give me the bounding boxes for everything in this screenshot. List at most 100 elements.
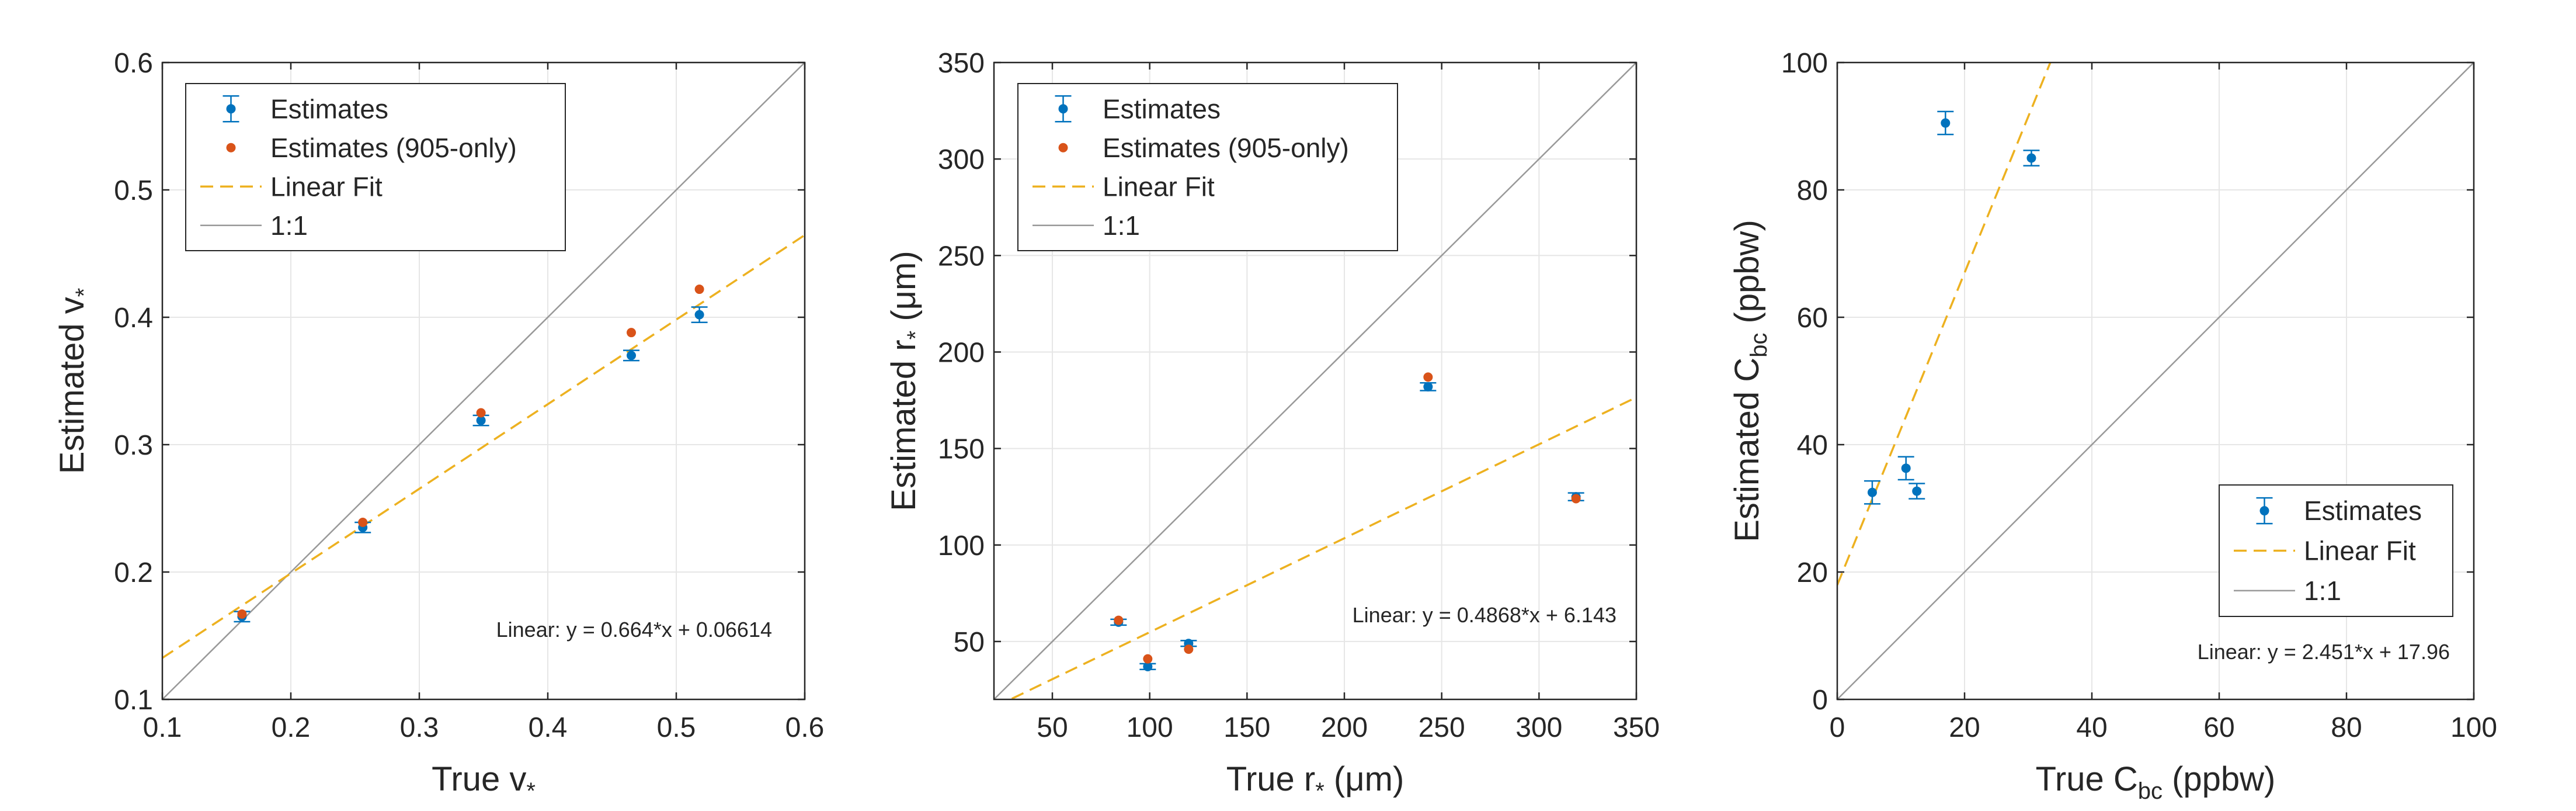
legend-entry: Linear Fit (1033, 171, 1215, 202)
data-point (1423, 382, 1433, 391)
series-1 (1864, 110, 2040, 505)
data-point (1143, 654, 1153, 664)
linear-fit-line (1837, 63, 2052, 585)
legend-entry: 1:1 (1033, 210, 1140, 241)
series-2 (1114, 372, 1581, 664)
legend: Estimates Estimates (905-only) Linear Fit 1… (185, 83, 566, 251)
chart-2: 50 100 150 200 250 300 350 50 100 150 200 250 300 350… (885, 48, 1660, 804)
series-2 (237, 285, 704, 619)
legend-label: 1:1 (2304, 576, 2341, 606)
chart-1: 0.1 0.2 0.3 0.4 0.5 0.6 0.1 0.2 0.3 0.4 0.5 0.6 True… (53, 48, 824, 804)
data-point (476, 415, 486, 425)
y-axis-label-sub: * (903, 331, 929, 340)
x-axis-label-sub: bc (2138, 778, 2163, 804)
legend-entry: Linear Fit (200, 171, 383, 202)
legend-entry: Estimates (905-only) (226, 133, 517, 163)
legend-entry: Estimates (905-only) (1058, 133, 1349, 163)
data-point (1571, 494, 1581, 504)
x-tick-label: 150 (1223, 712, 1270, 743)
x-tick-label: 60 (2203, 712, 2234, 743)
y-tick-label: 0.1 (114, 685, 153, 716)
legend-marker (226, 143, 236, 153)
x-tick-label: 0.4 (529, 712, 568, 743)
legend-box (185, 83, 566, 251)
axes-box (1836, 61, 2475, 701)
y-tick-label: 0.3 (114, 430, 153, 461)
axes-box (993, 61, 1638, 701)
legend-entry: 1:1 (2234, 576, 2341, 606)
x-tick-label: 0.6 (785, 712, 825, 743)
x-tick-label: 300 (1515, 712, 1562, 743)
legend-label: 1:1 (270, 210, 308, 241)
one-to-one-line (994, 63, 1636, 699)
legend: Estimates Linear Fit 1:1 (2219, 484, 2453, 617)
data-point (694, 285, 704, 294)
plot-content (162, 63, 805, 699)
y-axis-label: Estimated v* (53, 288, 97, 474)
y-axis-label-post: (ppbw) (1728, 220, 1766, 332)
data-point (1184, 644, 1194, 654)
fit-equation: Linear: y = 0.4868*x + 6.143 (1353, 603, 1616, 627)
legend-label: Estimates (905-only) (270, 133, 517, 163)
x-axis-label-sub: * (526, 778, 536, 804)
x-axis-label-post: (ppbw) (2163, 760, 2275, 798)
y-axis-label-sub: bc (1746, 333, 1772, 358)
plot-content (1837, 63, 2474, 699)
x-tick-label: 250 (1419, 712, 1465, 743)
data-point (627, 328, 636, 338)
data-point (1114, 615, 1124, 625)
y-tick-label: 100 (1781, 48, 1828, 79)
legend-box (1017, 83, 1398, 251)
x-axis-label: True v* (432, 760, 536, 804)
y-tick-label: 0.5 (114, 175, 153, 206)
y-axis-label-post: (μm) (885, 251, 923, 330)
x-tick-label: 0.5 (657, 712, 696, 743)
legend-marker (1058, 104, 1068, 114)
x-tick-label: 0 (1830, 712, 1845, 743)
legend-entry: Estimates (1055, 93, 1221, 124)
x-axis-label-sub: * (1315, 778, 1324, 804)
y-axis-label-main: Estimated v (53, 297, 91, 474)
y-axis-label-main: Estimated r (885, 339, 923, 511)
x-tick-label: 0.1 (143, 712, 182, 743)
x-tick-label: 40 (2076, 712, 2107, 743)
y-axis-label: Estimated Cbc (ppbw) (1728, 220, 1772, 542)
x-axis-label-main: True v (432, 760, 526, 798)
y-tick-label: 0.4 (114, 303, 153, 334)
legend-label: Linear Fit (2304, 536, 2416, 566)
plot-content (994, 63, 1636, 699)
x-axis-label-main: True C (2036, 760, 2138, 798)
legend-label: 1:1 (1103, 210, 1140, 241)
x-axis-label: True Cbc (ppbw) (2036, 760, 2276, 804)
data-point (627, 351, 636, 361)
data-point (1912, 486, 1922, 496)
data-point (1143, 661, 1153, 671)
y-tick-label: 50 (954, 627, 985, 658)
one-to-one-line (1837, 63, 2474, 699)
y-tick-label: 350 (938, 48, 985, 79)
fit-equation: Linear: y = 2.451*x + 17.96 (2198, 640, 2450, 664)
x-axis-label-main: True r (1226, 760, 1316, 798)
y-tick-label: 40 (1797, 430, 1828, 461)
y-tick-label: 0.6 (114, 48, 153, 79)
x-tick-label: 50 (1037, 712, 1068, 743)
axes-box (161, 61, 806, 701)
data-point (237, 609, 247, 619)
legend-entry: 1:1 (200, 210, 308, 241)
legend-label: Linear Fit (1103, 171, 1215, 202)
x-tick-label: 100 (2450, 712, 2497, 743)
y-axis-label-sub: * (71, 288, 97, 297)
legend-entry: Estimates (223, 93, 388, 124)
legend: Estimates Estimates (905-only) Linear Fit 1… (1017, 83, 1398, 251)
legend-label: Linear Fit (270, 171, 383, 202)
x-tick-label: 80 (2331, 712, 2362, 743)
y-axis-label: Estimated r* (μm) (885, 251, 929, 511)
legend-marker (1058, 143, 1068, 153)
legend-entry: Estimates (2256, 495, 2422, 526)
y-tick-label: 0.2 (114, 557, 153, 588)
x-tick-label: 0.3 (400, 712, 439, 743)
fit-equation: Linear: y = 0.664*x + 0.06614 (496, 618, 772, 642)
y-tick-label: 250 (938, 241, 985, 272)
data-point (476, 408, 486, 418)
